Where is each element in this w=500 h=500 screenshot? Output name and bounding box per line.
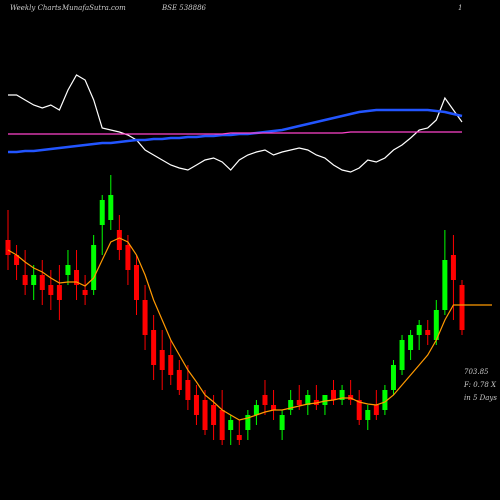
candle-body: [245, 415, 251, 430]
candle-body: [14, 255, 20, 265]
annotation: 703.85: [464, 368, 489, 376]
candle-body: [305, 395, 311, 405]
candle-body: [253, 405, 259, 415]
candle-body: [211, 405, 217, 425]
candle-body: [176, 370, 182, 390]
candle-body: [459, 285, 465, 330]
candle-body: [288, 400, 294, 410]
candle-body: [151, 330, 157, 365]
candle-body: [271, 405, 277, 410]
indicator-line: [8, 108, 463, 154]
candle-body: [228, 420, 234, 430]
candle-body: [408, 335, 414, 350]
candle-body: [425, 330, 431, 335]
moving-average: [7, 237, 462, 421]
candle-body: [99, 200, 105, 225]
candle-body: [65, 265, 71, 275]
candle-body: [74, 270, 80, 285]
candle-body: [39, 275, 45, 290]
candle-body: [296, 400, 302, 405]
candle-body: [219, 410, 225, 440]
indicator-line: [8, 74, 463, 173]
candle-body: [168, 355, 174, 375]
candle-body: [82, 290, 88, 295]
candle-body: [365, 410, 371, 420]
symbol: BSE 538886: [161, 4, 207, 12]
page-number: 1: [458, 4, 462, 12]
source: MunafaSutra.com: [61, 4, 126, 12]
candle-body: [133, 265, 139, 300]
candle-body: [142, 300, 148, 335]
candle-body: [331, 390, 337, 400]
annotation: F: 0.78 X: [463, 381, 497, 389]
candle-body: [279, 415, 285, 430]
candle-body: [125, 245, 131, 270]
candle-body: [322, 395, 328, 405]
candle-body: [31, 275, 37, 285]
candle-body: [356, 400, 362, 420]
candle-body: [159, 350, 165, 370]
candle-body: [433, 310, 439, 340]
candle-body: [416, 325, 422, 335]
indicator-line: [8, 131, 462, 135]
candle-body: [193, 395, 199, 415]
annotation: in 5 Days: [464, 394, 497, 402]
candle-body: [108, 195, 114, 220]
candle-body: [236, 435, 242, 440]
candle-body: [56, 285, 62, 300]
candle-body: [116, 230, 122, 250]
candle-body: [382, 390, 388, 410]
candle-body: [262, 395, 268, 405]
chart-title: Weekly Charts: [10, 4, 62, 12]
candle-body: [442, 260, 448, 310]
candle-body: [390, 365, 396, 390]
candle-body: [450, 255, 456, 280]
candle-body: [373, 405, 379, 415]
candle-body: [48, 285, 54, 295]
candle-body: [339, 390, 345, 400]
candle-body: [91, 245, 97, 290]
candle-body: [185, 380, 191, 400]
candle-body: [5, 240, 11, 255]
candle-body: [399, 340, 405, 370]
candle-body: [202, 400, 208, 430]
candle-body: [22, 275, 28, 285]
